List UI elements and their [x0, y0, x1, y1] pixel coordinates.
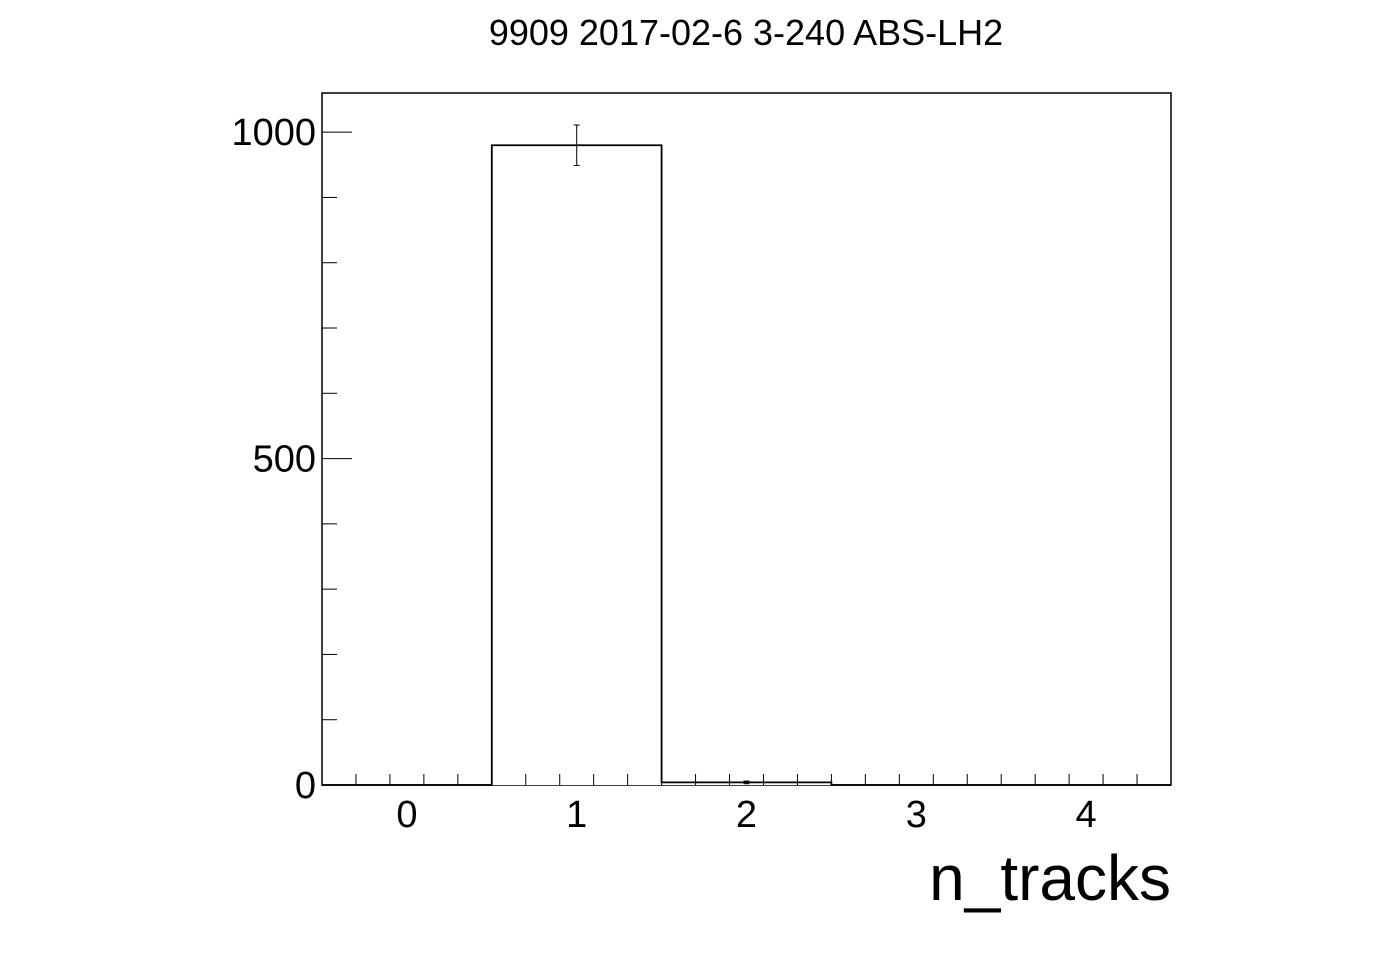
x-axis: 0 1 2 3 4: [321, 774, 1172, 836]
plot-frame: [321, 92, 1172, 786]
chart-title: 9909 2017-02-6 3-240 ABS-LH2: [489, 12, 1003, 53]
x-axis-title: n_tracks: [929, 842, 1171, 914]
x-tick-label: 2: [736, 794, 757, 836]
y-tick-label: 500: [253, 439, 316, 481]
y-tick-label: 0: [295, 765, 316, 807]
y-axis: 0 500 1000: [231, 112, 352, 807]
histogram-bins: [322, 124, 1171, 786]
histogram-outline: [322, 144, 1171, 786]
x-tick-label: 3: [906, 794, 927, 836]
x-tick-label: 4: [1076, 794, 1097, 836]
y-tick-label: 1000: [231, 112, 316, 154]
x-tick-label: 1: [566, 794, 587, 836]
x-tick-label: 0: [396, 794, 417, 836]
